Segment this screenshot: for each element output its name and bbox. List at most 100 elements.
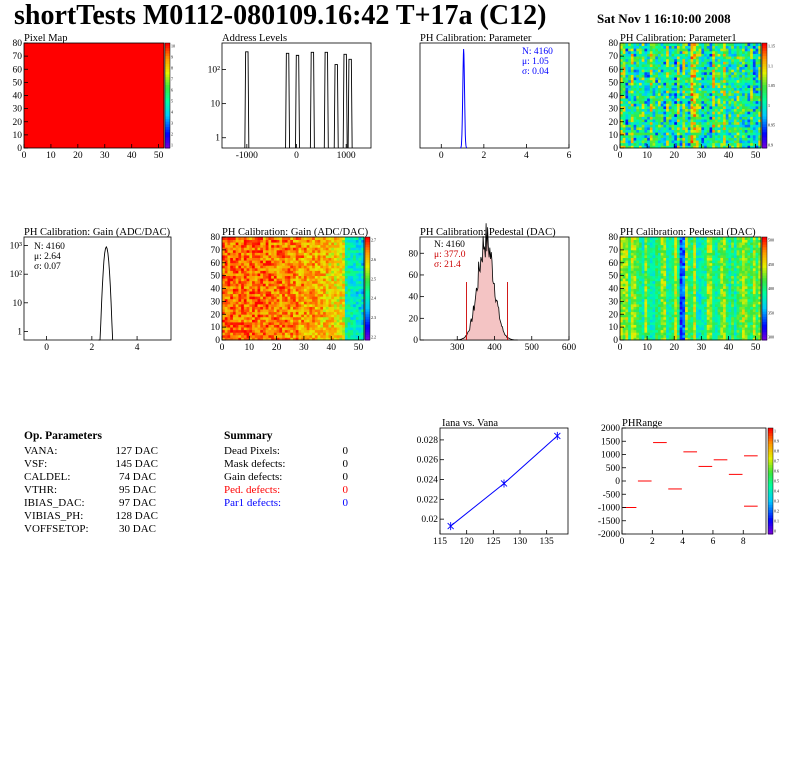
heatmap-cell — [647, 140, 651, 144]
heatmap-cell — [625, 127, 629, 131]
heatmap-cell — [279, 329, 283, 333]
heatmap-cell — [647, 100, 651, 104]
heatmap-cell — [339, 296, 343, 300]
heatmap-cell — [717, 64, 721, 68]
heatmap-cell — [666, 108, 670, 112]
heatmap-cell — [733, 332, 737, 336]
heatmap-cell — [660, 321, 664, 325]
heatmap-cell — [742, 111, 746, 115]
heatmap-cell — [628, 329, 632, 333]
heatmap-cell — [685, 321, 689, 325]
heatmap-cell — [647, 48, 651, 52]
x-tick-label: 300 — [450, 343, 465, 353]
heatmap-cell — [339, 278, 343, 282]
heatmap-cell — [317, 324, 321, 328]
heatmap-cell — [333, 275, 338, 279]
heatmap-cell — [628, 103, 632, 107]
heatmap-cell — [235, 321, 239, 325]
heatmap-cell — [682, 142, 686, 146]
heatmap-cell — [279, 324, 283, 328]
heatmap-cell — [690, 64, 694, 68]
heatmap-cell — [625, 140, 629, 144]
heatmap-cell — [227, 278, 231, 282]
heatmap-cell — [647, 61, 651, 65]
heatmap-cell — [287, 237, 291, 240]
heatmap-cell — [695, 103, 700, 107]
heatmap-cell — [744, 332, 748, 336]
heatmap-cell — [695, 53, 700, 57]
heatmap-cell — [355, 334, 359, 338]
heatmap-cell — [714, 116, 719, 120]
heatmap-cell — [660, 124, 664, 128]
heatmap-cell — [633, 43, 637, 47]
palette-cell — [365, 267, 370, 271]
palette-cell — [165, 85, 170, 89]
heatmap-cell — [301, 278, 305, 282]
heatmap-cell — [298, 275, 302, 279]
heatmap-cell — [723, 334, 727, 338]
heatmap-cell — [622, 56, 626, 60]
heatmap-cell — [282, 260, 286, 264]
heatmap-cell — [747, 56, 751, 60]
heatmap-cell — [668, 66, 672, 70]
heatmap-cell — [303, 260, 308, 264]
heatmap-cell — [725, 64, 729, 68]
heatmap-cell — [712, 69, 716, 73]
heatmap-cell — [712, 327, 716, 331]
heatmap-cell — [660, 140, 664, 144]
heatmap-cell — [339, 280, 343, 284]
heatmap-cell — [325, 309, 329, 313]
heatmap-cell — [739, 129, 743, 133]
heatmap-cell — [284, 252, 288, 256]
heatmap-cell — [657, 53, 662, 57]
heatmap-cell — [303, 327, 308, 331]
heatmap-cell — [630, 329, 634, 333]
heatmap-cell — [287, 249, 291, 253]
heatmap-cell — [736, 50, 740, 54]
heatmap-cell — [235, 260, 239, 264]
heatmap-cell — [350, 306, 354, 310]
heatmap-cell — [325, 332, 329, 336]
heatmap-cell — [622, 53, 626, 57]
heatmap-cell — [717, 71, 721, 75]
heatmap-cell — [633, 140, 637, 144]
heatmap-cell — [355, 288, 359, 292]
heatmap-cell — [309, 314, 313, 318]
heatmap-cell — [758, 142, 762, 146]
heatmap-cell — [282, 329, 286, 333]
heatmap-cell — [685, 132, 689, 136]
heatmap-cell — [701, 108, 705, 112]
heatmap-cell — [293, 249, 297, 253]
heatmap-cell — [353, 237, 357, 240]
heatmap-cell — [293, 257, 297, 261]
heatmap-cell — [723, 111, 727, 115]
heatmap-cell — [333, 262, 338, 266]
heatmap-cell — [287, 267, 291, 271]
heatmap-cell — [295, 280, 299, 284]
heatmap-cell — [695, 64, 700, 68]
heatmap-cell — [657, 314, 662, 318]
heatmap-cell — [257, 237, 261, 240]
heatmap-cell — [663, 145, 667, 149]
heatmap-cell — [257, 306, 261, 310]
x-tick-label: 40 — [326, 343, 336, 353]
heatmap-cell — [736, 142, 740, 146]
heatmap-cell — [644, 103, 648, 107]
heatmap-cell — [622, 111, 626, 115]
heatmap-cell — [265, 265, 269, 269]
heatmap-cell — [666, 48, 670, 52]
heatmap-cell — [652, 71, 656, 75]
heatmap-cell — [752, 74, 756, 78]
heatmap-cell — [339, 265, 343, 269]
heatmap-cell — [687, 90, 691, 94]
heatmap-cell — [652, 332, 656, 336]
heatmap-cell — [301, 247, 305, 251]
heatmap-cell — [232, 332, 237, 336]
heatmap-cell — [674, 103, 678, 107]
heatmap-cell — [671, 327, 675, 331]
heatmap-cell — [723, 129, 727, 133]
heatmap-cell — [728, 90, 732, 94]
heatmap-cell — [232, 329, 237, 333]
heatmap-cell — [725, 132, 729, 136]
heatmap-cell — [323, 324, 327, 328]
